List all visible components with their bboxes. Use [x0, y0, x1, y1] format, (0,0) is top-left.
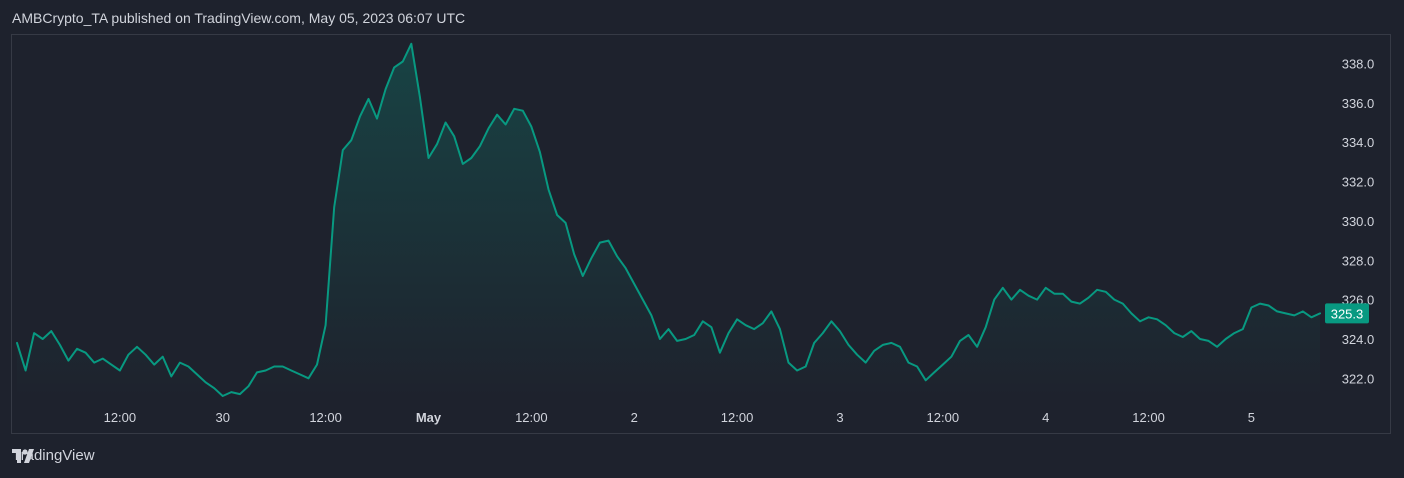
x-tick-label: 4: [1042, 410, 1049, 425]
y-tick-label: 334.0: [1342, 135, 1375, 150]
last-value-label: 325.3: [1331, 306, 1364, 321]
x-tick-label: 12:00: [104, 410, 137, 425]
y-tick-label: 328.0: [1342, 253, 1375, 268]
chart-frame: [11, 34, 1391, 434]
x-tick-label: 30: [216, 410, 230, 425]
x-tick-label: May: [416, 410, 442, 425]
y-tick-label: 324.0: [1342, 332, 1375, 347]
x-tick-label: 12:00: [927, 410, 960, 425]
tradingview-logo-icon: [12, 449, 34, 463]
y-tick-label: 338.0: [1342, 57, 1375, 72]
y-tick-label: 322.0: [1342, 371, 1375, 386]
x-tick-label: 2: [631, 410, 638, 425]
x-tick-label: 12:00: [721, 410, 754, 425]
x-tick-label: 12:00: [1132, 410, 1165, 425]
chart-attribution: AMBCrypto_TA published on TradingView.co…: [12, 10, 466, 26]
price-area-fill: [17, 43, 1320, 399]
price-line[interactable]: [16, 42, 1321, 397]
y-tick-label: 336.0: [1342, 96, 1375, 111]
y-tick-label: 330.0: [1342, 214, 1375, 229]
y-tick-label: 332.0: [1342, 175, 1375, 190]
x-tick-label: 12:00: [515, 410, 548, 425]
tradingview-brand[interactable]: TradingView: [12, 447, 95, 464]
x-tick-label: 5: [1248, 410, 1255, 425]
last-value-badge: [1325, 303, 1369, 324]
x-tick-label: 3: [836, 410, 843, 425]
x-tick-label: 12:00: [309, 410, 342, 425]
